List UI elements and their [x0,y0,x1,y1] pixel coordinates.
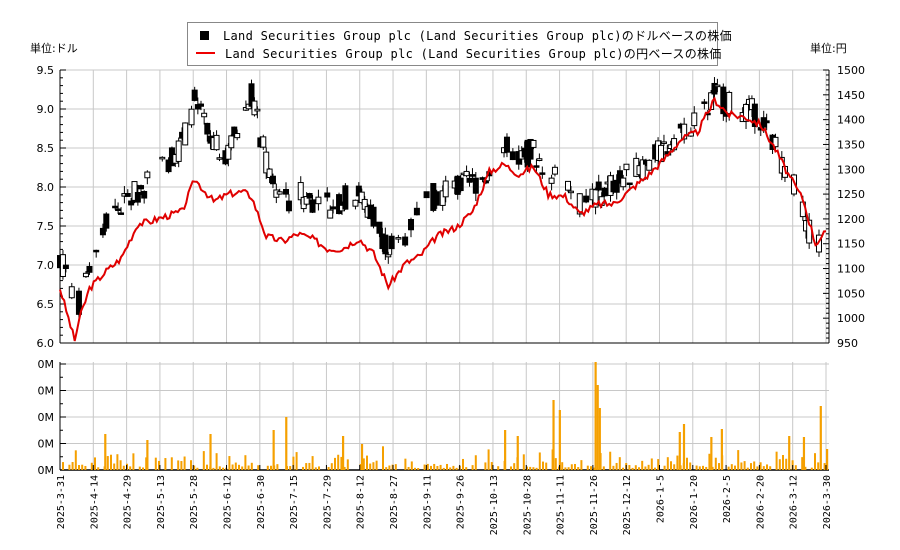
yen-price-line [59,96,827,342]
x-axis-date-label: 2025-7-15 [289,475,300,529]
price-panel: 6.0 6.5 7.0 7.5 8.0 8.5 9.0 9.5 950 1000 1050 1100 1… [37,64,866,350]
x-axis-date-label: 2025-11-11 [556,475,567,535]
left-axis-tick: 6.0 [37,337,55,350]
red-line-swatch-icon [196,52,215,54]
x-axis-date-label: 2025-5-13 [156,475,167,529]
legend-item-dollar: Land Securities Group plc (Land Securiti… [196,26,732,44]
left-axis-unit: 単位:ドル [30,42,78,55]
volume-bars [62,362,829,470]
volume-axis-tick: 0M [38,358,55,371]
x-axis-date-label: 2025-12-12 [622,475,633,535]
right-axis-tick: 950 [837,337,858,350]
volume-axis-tick: 0M [38,438,55,451]
x-axis-date-label: 2025-5-28 [189,475,200,529]
right-axis-tick: 1150 [837,238,865,251]
legend-item-yen: Land Securities Group plc (Land Securiti… [196,44,722,62]
x-axis-date-label: 2026-3-30 [822,475,833,529]
right-axis-tick: 1450 [837,89,865,102]
right-axis-tick: 1250 [837,188,865,201]
right-axis-tick: 1100 [837,263,865,276]
x-axis-date-label: 2025-7-29 [322,475,333,529]
candle-swatch-icon [200,30,209,40]
x-axis-date-label: 2026-1-20 [689,475,700,529]
x-axis-date-label: 2025-8-27 [389,475,400,529]
x-axis-date-label: 2026-1-5 [655,475,666,523]
left-axis-tick: 8.5 [37,142,55,155]
right-axis-tick: 1400 [837,114,865,127]
x-axis-date-label: 2026-3-12 [789,475,800,529]
volume-axis-tick: 0M [38,411,55,424]
x-axis-date-label: 2026-2-5 [722,475,733,523]
left-axis-tick: 9.0 [37,103,55,116]
x-axis-date-label: 2025-10-28 [522,475,533,535]
right-axis-tick: 1200 [837,213,865,226]
left-axis-tick: 8.0 [37,181,55,194]
left-axis-tick: 7.5 [37,220,55,233]
chart-legend: Land Securities Group plc (Land Securiti… [187,22,732,66]
x-axis-date-label: 2025-4-14 [89,475,100,529]
legend-yen-label: Land Securities Group plc (Land Securiti… [225,46,722,61]
volume-axis-tick: 0M [38,464,55,477]
x-axis-date-label: 2025-11-26 [589,475,600,535]
x-axis-date-label: 2025-9-11 [422,475,433,529]
x-axis-date-label: 2025-3-31 [56,475,67,529]
left-axis-tick: 7.0 [37,259,55,272]
x-axis-date-label: 2025-6-30 [256,475,267,529]
x-axis-date-label: 2025-8-12 [356,475,367,529]
x-axis-date-label: 2025-6-12 [223,475,234,529]
x-axis-date-label: 2026-2-20 [755,475,766,529]
right-axis-tick: 1300 [837,163,865,176]
left-axis-tick: 9.5 [37,64,55,77]
x-axis-date-label: 2025-4-29 [123,475,134,529]
candlesticks [57,77,822,322]
left-axis-tick: 6.5 [37,298,55,311]
x-axis-date-label: 2025-9-26 [456,475,467,529]
volume-axis-tick: 0M [38,385,55,398]
x-axis-date-label: 2025-10-13 [489,475,500,535]
legend-dollar-label: Land Securities Group plc (Land Securiti… [223,28,732,43]
right-axis-tick: 1350 [837,138,865,151]
right-axis-tick: 1000 [837,312,865,325]
right-axis-tick: 1050 [837,287,865,300]
right-axis-tick: 1500 [837,64,865,77]
right-axis-unit: 単位:円 [810,42,847,55]
